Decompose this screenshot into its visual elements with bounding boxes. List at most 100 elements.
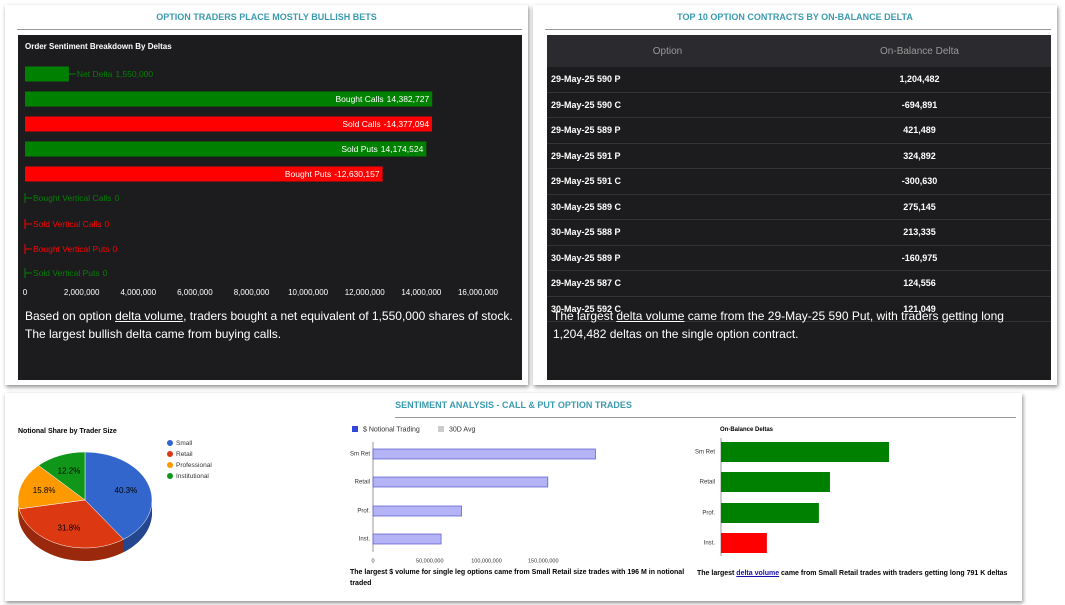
- panel-title: TOP 10 OPTION CONTRACTS BY ON-BALANCE DE…: [677, 12, 913, 22]
- x-tick-label: 12,000,000: [345, 288, 386, 297]
- chart-title: Order Sentiment Breakdown By Deltas: [25, 42, 172, 51]
- bar: [25, 116, 433, 132]
- value-label: 0: [105, 219, 110, 229]
- panel: SENTIMENT ANALYSIS - CALL & PUT OPTION T…: [5, 393, 1022, 601]
- table-row: 29-May-25 590 P 1,204,482: [547, 67, 1051, 93]
- bar-label: Sold Vertical Calls 0: [33, 219, 110, 229]
- category-label: Bought Puts: [285, 169, 331, 179]
- table-row: 30-May-25 589 P -160,975: [547, 245, 1051, 271]
- category-label: Sold Vertical Puts: [33, 268, 100, 278]
- panel-title: OPTION TRADERS PLACE MOSTLY BULLISH BETS: [156, 12, 377, 22]
- x-tick-label: 2,000,000: [64, 288, 100, 297]
- x-tick-label: 8,000,000: [234, 288, 270, 297]
- value-label: -12,630,157: [334, 169, 380, 179]
- table-cell: 124,556: [788, 270, 1051, 297]
- table-row: 30-May-25 592 C 121,049: [547, 296, 1051, 322]
- slice-label: 31.8%: [58, 524, 81, 533]
- bar-label: Bought Calls 14,382,727: [335, 94, 429, 104]
- link[interactable]: delta volume: [736, 570, 780, 577]
- link[interactable]: delta volume: [616, 309, 685, 323]
- summary: The largest $ volume for single leg opti…: [350, 567, 685, 589]
- value-label: 14,174,524: [381, 144, 424, 154]
- text: came from Small Retail trades with trade…: [779, 570, 1008, 577]
- category-label: Bought Calls: [335, 94, 383, 104]
- bar-label: Bought Puts -12,630,157: [285, 169, 380, 179]
- table-cell: 121,049: [788, 296, 1051, 322]
- category-label: Bought Vertical Calls: [33, 193, 111, 203]
- x-tick-label: 50,000,000: [416, 558, 444, 564]
- y-tick-label: Retail: [700, 480, 715, 486]
- y-tick-label: Prof.: [357, 509, 370, 515]
- bar-label: Sold Calls -14,377,094: [342, 119, 429, 129]
- bar: [372, 533, 442, 545]
- panel: OPTION TRADERS PLACE MOSTLY BULLISH BETS: [5, 5, 528, 385]
- value-label: 0: [114, 193, 119, 203]
- table-cell: 29-May-25 590 P: [547, 67, 788, 93]
- bar-label: Net Delta 1,550,000: [77, 69, 154, 79]
- legend-label: Small: [176, 440, 193, 447]
- table-row: 30-May-25 589 C 275,145: [547, 194, 1051, 220]
- table-cell: -300,630: [788, 168, 1051, 195]
- bar: [25, 166, 383, 182]
- value-label: -14,377,094: [384, 119, 430, 129]
- text: The largest $ volume for single leg opti…: [350, 569, 685, 587]
- table-cell: 29-May-25 591 P: [547, 143, 788, 169]
- y-tick-label: Inst.: [359, 537, 371, 543]
- contracts-table: Option On-Balance Delta 29-May-25 590 P 1,…: [547, 35, 1051, 322]
- summary: Based on option delta volume, traders bo…: [25, 307, 520, 343]
- legend-label: Retail: [176, 451, 193, 458]
- table-cell: 324,892: [788, 143, 1051, 169]
- table-row: 29-May-25 591 C -300,630: [547, 168, 1051, 195]
- table-row: 29-May-25 590 C -694,891: [547, 92, 1051, 118]
- table-cell: 30-May-25 589 C: [547, 194, 788, 220]
- legend-marker: [167, 440, 173, 446]
- divider: [545, 29, 1051, 30]
- y-tick-label: Retail: [355, 480, 370, 486]
- pie-slice: [84, 451, 153, 540]
- text: The largest: [553, 309, 617, 323]
- table-cell: 29-May-25 589 P: [547, 117, 788, 144]
- x-tick-label: 10,000,000: [288, 288, 329, 297]
- bar: [25, 66, 69, 82]
- x-tick-label: 14,000,000: [401, 288, 442, 297]
- bar: [372, 505, 462, 517]
- x-tick-label: 6,000,000: [177, 288, 213, 297]
- table-cell: 1,204,482: [788, 67, 1051, 93]
- x-tick-label: 150,000,000: [528, 558, 559, 564]
- table-cell: -694,891: [788, 92, 1051, 118]
- bar-label: Bought Vertical Puts 0: [33, 244, 118, 254]
- value-label: 0: [103, 268, 108, 278]
- value-label: 14,382,727: [387, 94, 430, 104]
- link[interactable]: delta volume: [115, 309, 184, 323]
- table-row: 30-May-25 588 P 213,335: [547, 219, 1051, 246]
- text: Based on option: [25, 309, 116, 323]
- slice-label: 40.3%: [115, 486, 138, 495]
- y-tick-label: Sm Ret: [350, 452, 370, 458]
- y-tick-label: Sm Ret: [695, 450, 715, 456]
- x-tick-label: 100,000,000: [471, 558, 502, 564]
- category-label: Net Delta: [77, 69, 113, 79]
- legend-marker: [352, 426, 358, 432]
- table-cell: 29-May-25 587 C: [547, 270, 788, 297]
- category-label: Sold Calls: [342, 119, 380, 129]
- y-tick-label: Prof.: [702, 511, 715, 517]
- table-cell: 30-May-25 588 P: [547, 219, 788, 246]
- table-cell: 30-May-25 592 C: [547, 296, 788, 322]
- column-header: On-Balance Delta: [788, 35, 1051, 67]
- table-cell: 275,145: [788, 194, 1051, 220]
- bar: [721, 442, 889, 462]
- panel-title: SENTIMENT ANALYSIS - CALL & PUT OPTION T…: [395, 400, 632, 410]
- divider: [17, 29, 522, 30]
- x-tick-label: 16,000,000: [458, 288, 499, 297]
- pie-slice: [38, 451, 86, 501]
- table-cell: 213,335: [788, 219, 1051, 246]
- x-tick-label: 0: [371, 558, 374, 564]
- bar: [721, 472, 830, 492]
- column-header: Option: [547, 35, 788, 67]
- table-row: 29-May-25 589 P 421,489: [547, 117, 1051, 144]
- table-row: 29-May-25 587 C 124,556: [547, 270, 1051, 297]
- slice-label: 15.8%: [33, 486, 56, 495]
- bar: [721, 503, 819, 523]
